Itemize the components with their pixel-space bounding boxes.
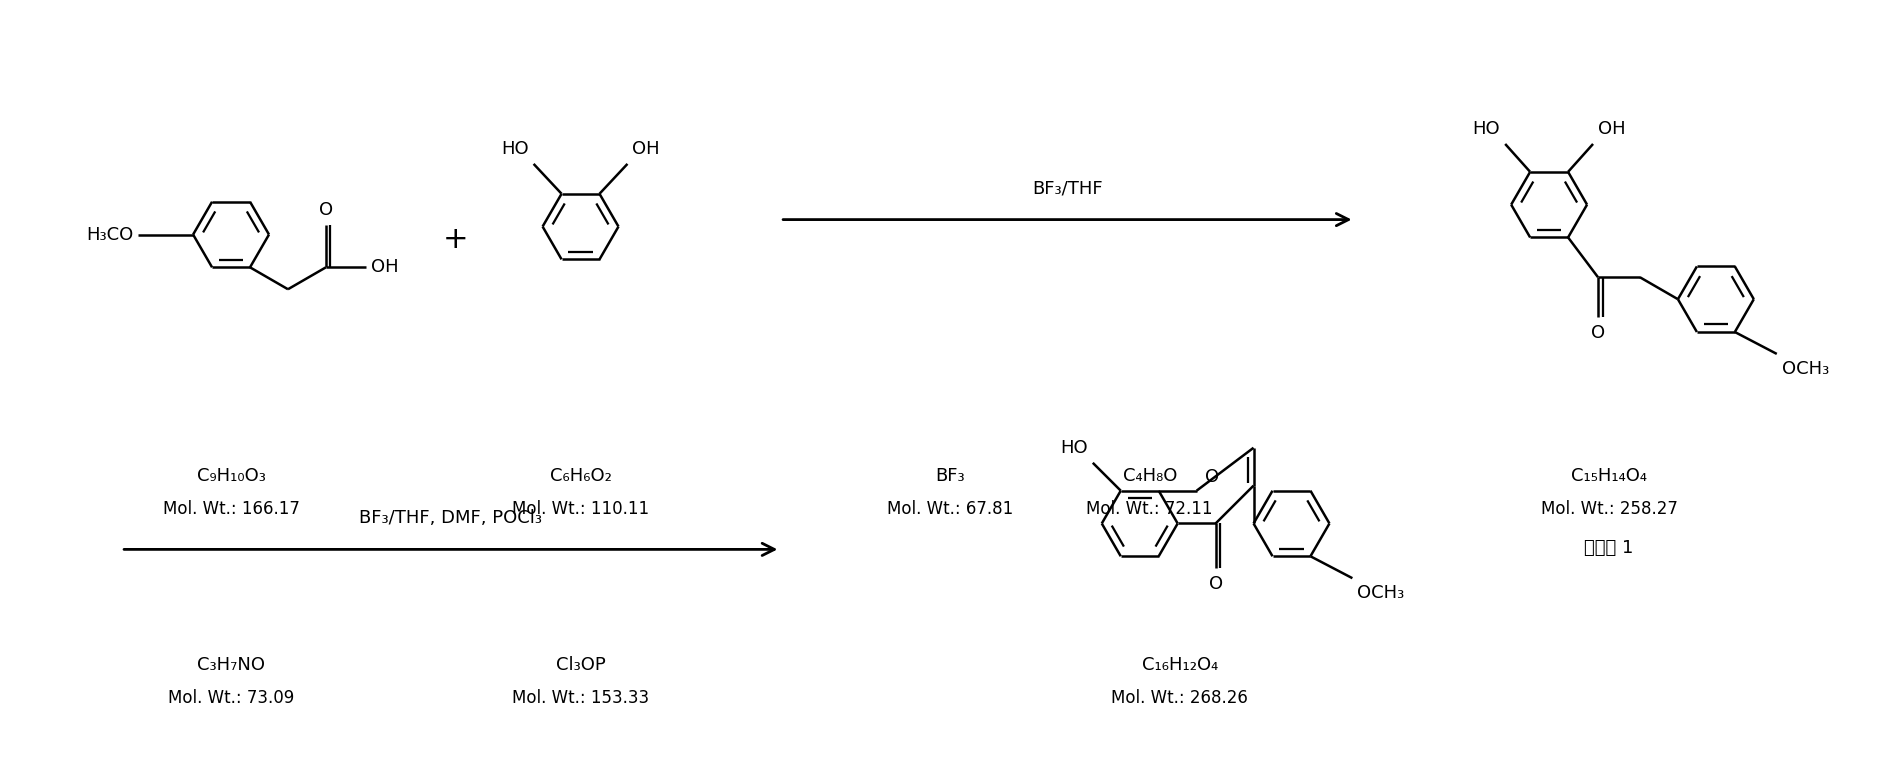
Text: Mol. Wt.: 258.27: Mol. Wt.: 258.27: [1540, 500, 1678, 517]
Text: HO: HO: [1061, 439, 1087, 457]
Text: Mol. Wt.: 166.17: Mol. Wt.: 166.17: [163, 500, 299, 517]
Text: HO: HO: [1472, 120, 1500, 138]
Text: BF₃/THF, DMF, POCl₃: BF₃/THF, DMF, POCl₃: [360, 510, 542, 527]
Text: Mol. Wt.: 268.26: Mol. Wt.: 268.26: [1112, 689, 1248, 707]
Text: OH: OH: [371, 258, 398, 277]
Text: BF₃/THF: BF₃/THF: [1032, 180, 1102, 198]
Text: OH: OH: [1599, 120, 1625, 138]
Text: C₆H₆O₂: C₆H₆O₂: [549, 467, 612, 484]
Text: BF₃: BF₃: [936, 467, 964, 484]
Text: H₃CO: H₃CO: [85, 225, 133, 244]
Text: 中间体 1: 中间体 1: [1585, 539, 1635, 558]
Text: O: O: [318, 200, 333, 219]
Text: +: +: [443, 225, 468, 254]
Text: HO: HO: [502, 140, 528, 158]
Text: Cl₃OP: Cl₃OP: [555, 656, 606, 674]
Text: Mol. Wt.: 110.11: Mol. Wt.: 110.11: [511, 500, 650, 517]
Text: Mol. Wt.: 72.11: Mol. Wt.: 72.11: [1087, 500, 1212, 517]
Text: Mol. Wt.: 67.81: Mol. Wt.: 67.81: [886, 500, 1013, 517]
Text: C₁₆H₁₂O₄: C₁₆H₁₂O₄: [1142, 656, 1218, 674]
Text: Mol. Wt.: 153.33: Mol. Wt.: 153.33: [511, 689, 650, 707]
Text: C₁₅H₁₄O₄: C₁₅H₁₄O₄: [1570, 467, 1648, 484]
Text: C₃H₇NO: C₃H₇NO: [197, 656, 265, 674]
Text: O: O: [1208, 575, 1224, 594]
Text: O: O: [1591, 324, 1604, 342]
Text: OCH₃: OCH₃: [1782, 360, 1830, 378]
Text: O: O: [1205, 468, 1218, 486]
Text: C₄H₈O: C₄H₈O: [1123, 467, 1176, 484]
Text: OH: OH: [633, 140, 661, 158]
Text: Mol. Wt.: 73.09: Mol. Wt.: 73.09: [169, 689, 294, 707]
Text: C₉H₁₀O₃: C₉H₁₀O₃: [197, 467, 265, 484]
Text: OCH₃: OCH₃: [1358, 584, 1405, 602]
